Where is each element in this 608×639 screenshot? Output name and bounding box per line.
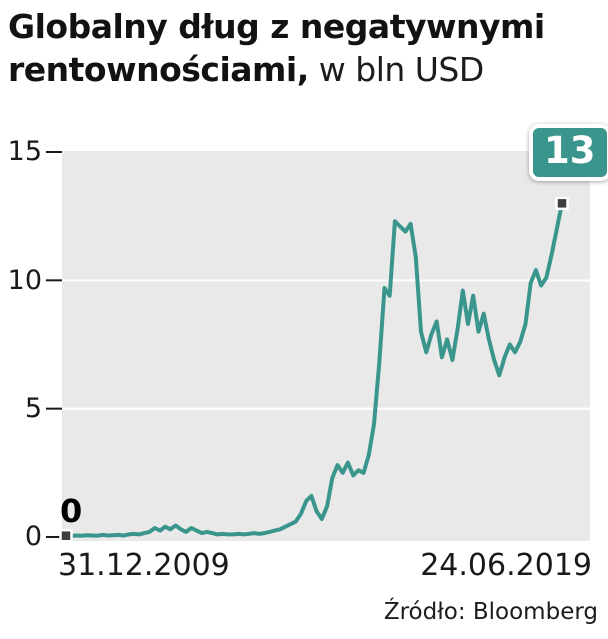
- x-axis-label-start: 31.12.2009: [58, 548, 230, 583]
- y-axis-label: 0: [24, 521, 42, 552]
- source-attribution: Źródło: Bloomberg: [383, 599, 598, 625]
- y-axis-label: 5: [24, 393, 42, 424]
- chart-title-unit: w bln USD: [318, 49, 485, 89]
- start-value-label: 0: [60, 492, 83, 530]
- y-axis-label: 10: [7, 265, 42, 296]
- end-badge: 13: [529, 124, 608, 181]
- chart-title: Globalny dług z negatywnymi rentownościa…: [8, 6, 602, 92]
- chart-title-main: Globalny dług z negatywnymi rentownościa…: [8, 7, 545, 89]
- y-axis-label: 15: [7, 136, 42, 167]
- x-axis-label-end: 24.06.2019: [420, 548, 592, 583]
